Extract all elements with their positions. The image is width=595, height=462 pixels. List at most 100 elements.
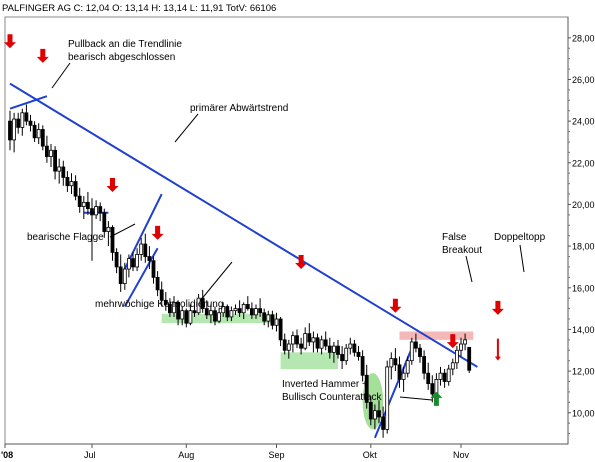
candle-47 bbox=[196, 294, 201, 315]
candle-body-down bbox=[159, 289, 164, 301]
candle-body-up bbox=[286, 343, 291, 351]
leader-consolidation bbox=[199, 261, 233, 302]
candle-body-up bbox=[274, 318, 279, 326]
candle-86 bbox=[356, 346, 361, 361]
zone-2 bbox=[280, 352, 338, 370]
candle-body-up bbox=[81, 201, 86, 207]
annotation-double-top: Doppeltopp bbox=[494, 232, 546, 243]
candle-body-down bbox=[270, 314, 275, 326]
leader-pullback bbox=[51, 62, 71, 89]
candle-7 bbox=[32, 121, 37, 142]
candle-62 bbox=[258, 298, 263, 317]
annotation-primary-trend: primärer Abwärtstrend bbox=[190, 103, 288, 114]
candle-41 bbox=[172, 296, 176, 317]
leader-lines bbox=[51, 62, 525, 401]
candle-body-down bbox=[40, 129, 45, 147]
candle-body-down bbox=[118, 266, 123, 285]
candle-body-down bbox=[163, 299, 168, 305]
candle-21 bbox=[90, 198, 94, 261]
candle-109 bbox=[450, 358, 455, 376]
candle-2 bbox=[12, 112, 17, 153]
candle-75 bbox=[311, 331, 316, 353]
bearish-arrow-icon bbox=[151, 225, 164, 240]
candle-76 bbox=[315, 333, 320, 353]
candle-body-down bbox=[184, 310, 189, 324]
candle-body-down bbox=[315, 337, 320, 349]
candle-59 bbox=[245, 296, 250, 311]
y-tick-label: 24,00 bbox=[572, 117, 595, 127]
annotation-bearish-flag: bearische Flagge bbox=[27, 232, 104, 243]
bearish-arrow-icon bbox=[446, 334, 459, 349]
candle-57 bbox=[237, 300, 242, 317]
candle-72 bbox=[299, 337, 304, 355]
candle-24 bbox=[102, 208, 107, 238]
candle-body-down bbox=[32, 124, 37, 139]
y-tick-label: 12,00 bbox=[572, 367, 595, 377]
candle-body-down bbox=[16, 118, 21, 128]
candle-body-up bbox=[401, 372, 406, 380]
candle-body-up bbox=[454, 349, 459, 364]
candle-54 bbox=[225, 304, 230, 322]
y-tick-label: 14,00 bbox=[572, 325, 595, 335]
candle-79 bbox=[327, 337, 332, 359]
candle-113 bbox=[467, 346, 472, 373]
candle-body-down bbox=[114, 251, 119, 268]
x-tick-label: Sep bbox=[269, 450, 285, 460]
candle-107 bbox=[442, 369, 447, 388]
candle-67 bbox=[278, 316, 283, 347]
candle-53 bbox=[221, 302, 226, 317]
candle-body-down bbox=[418, 347, 422, 357]
candle-34 bbox=[143, 233, 148, 263]
candle-body-down bbox=[65, 176, 70, 187]
candle-body-up bbox=[254, 308, 258, 316]
candle-body-up bbox=[266, 314, 271, 322]
candle-80 bbox=[331, 341, 336, 363]
candle-body-down bbox=[323, 339, 328, 347]
candle-8 bbox=[36, 123, 41, 145]
candle-33 bbox=[139, 237, 144, 261]
candle-14 bbox=[61, 160, 66, 186]
y-tick-label: 20,00 bbox=[572, 200, 595, 210]
bearish-arrow-icon bbox=[389, 298, 402, 313]
candle-body-up bbox=[69, 181, 74, 187]
trendlines-layer bbox=[9, 82, 478, 439]
candle-body-down bbox=[295, 335, 299, 345]
candle-body-up bbox=[446, 368, 451, 382]
candle-body-down bbox=[422, 356, 427, 374]
candle-body-down bbox=[167, 304, 172, 314]
candle-body-up bbox=[290, 335, 295, 345]
candle-100 bbox=[413, 333, 418, 353]
y-tick-label: 22,00 bbox=[572, 158, 595, 168]
candle-body-down bbox=[245, 304, 250, 310]
x-tick-label: '08 bbox=[1, 450, 13, 460]
candle-97 bbox=[401, 366, 406, 392]
candle-body-up bbox=[450, 362, 455, 370]
candle-body-up bbox=[438, 372, 443, 380]
candle-29 bbox=[122, 262, 127, 290]
trendline-1 bbox=[9, 82, 478, 368]
candle-body-up bbox=[331, 345, 336, 353]
candle-body-up bbox=[434, 379, 439, 395]
candle-body-down bbox=[73, 181, 78, 197]
candle-body-up bbox=[409, 341, 414, 362]
candle-71 bbox=[295, 329, 299, 349]
bearish-arrow-icon bbox=[36, 48, 49, 63]
candle-body-up bbox=[208, 310, 213, 316]
candle-body-up bbox=[196, 297, 201, 314]
candle-82 bbox=[340, 346, 345, 370]
y-tick-label: 16,00 bbox=[572, 283, 595, 293]
candle-68 bbox=[282, 333, 287, 355]
candle-body-down bbox=[356, 351, 361, 357]
candle-63 bbox=[262, 308, 267, 326]
candle-106 bbox=[438, 366, 443, 386]
candle-66 bbox=[274, 312, 279, 332]
candle-body-down bbox=[352, 343, 357, 353]
candle-body-up bbox=[463, 339, 468, 345]
candle-body-up bbox=[20, 112, 25, 128]
candle-36 bbox=[151, 256, 156, 284]
candle-45 bbox=[188, 304, 193, 326]
candle-31 bbox=[131, 252, 135, 272]
candle-1 bbox=[8, 110, 12, 151]
bearish-arrow-small-icon bbox=[494, 338, 501, 361]
